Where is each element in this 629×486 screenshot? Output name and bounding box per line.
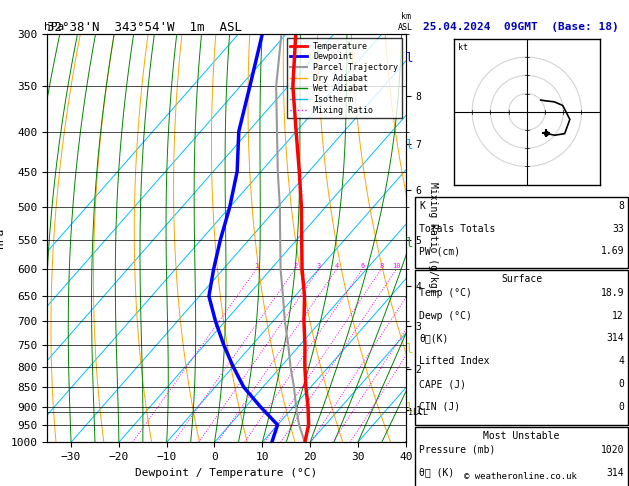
Text: 1.69: 1.69 [601, 246, 624, 257]
Text: K: K [419, 201, 425, 211]
Text: 10: 10 [392, 263, 401, 269]
Text: hPa: hPa [44, 21, 64, 32]
Text: 32°38'N  343°54'W  1m  ASL: 32°38'N 343°54'W 1m ASL [47, 21, 242, 34]
Text: 4: 4 [618, 356, 624, 366]
Text: 33: 33 [612, 224, 624, 234]
Text: 314: 314 [606, 333, 624, 344]
Text: 3: 3 [317, 263, 321, 269]
Text: l: l [405, 402, 413, 415]
Text: Totals Totals: Totals Totals [419, 224, 495, 234]
Text: 0: 0 [618, 402, 624, 412]
Text: Dewp (°C): Dewp (°C) [419, 311, 472, 321]
Text: l: l [405, 344, 413, 356]
Text: 1: 1 [254, 263, 259, 269]
Text: Temp (°C): Temp (°C) [419, 288, 472, 298]
Text: 6: 6 [360, 263, 365, 269]
Text: Lifted Index: Lifted Index [419, 356, 489, 366]
Text: 25.04.2024  09GMT  (Base: 18): 25.04.2024 09GMT (Base: 18) [423, 21, 619, 32]
Text: 8: 8 [379, 263, 384, 269]
Text: 314: 314 [606, 468, 624, 478]
Text: 0: 0 [618, 379, 624, 389]
X-axis label: Dewpoint / Temperature (°C): Dewpoint / Temperature (°C) [135, 468, 318, 478]
Text: 2: 2 [293, 263, 298, 269]
Text: Surface: Surface [501, 274, 542, 284]
Text: 12: 12 [612, 311, 624, 321]
Text: l: l [405, 139, 413, 152]
Text: l: l [405, 237, 413, 249]
Text: 8: 8 [618, 201, 624, 211]
Text: 1020: 1020 [601, 445, 624, 455]
Text: km
ASL: km ASL [398, 12, 413, 32]
Text: kt: kt [457, 43, 467, 52]
Legend: Temperature, Dewpoint, Parcel Trajectory, Dry Adiabat, Wet Adiabat, Isotherm, Mi: Temperature, Dewpoint, Parcel Trajectory… [287, 38, 401, 118]
Text: PW (cm): PW (cm) [419, 246, 460, 257]
Text: CIN (J): CIN (J) [419, 402, 460, 412]
Text: CAPE (J): CAPE (J) [419, 379, 466, 389]
Text: θᴇ (K): θᴇ (K) [419, 468, 454, 478]
Text: 4: 4 [335, 263, 339, 269]
Text: © weatheronline.co.uk: © weatheronline.co.uk [464, 472, 577, 481]
Text: Pressure (mb): Pressure (mb) [419, 445, 495, 455]
Y-axis label: Mixing Ratio (g/kg): Mixing Ratio (g/kg) [428, 182, 438, 294]
Text: θᴇ(K): θᴇ(K) [419, 333, 448, 344]
Text: 1LCL: 1LCL [408, 408, 428, 417]
Text: l: l [405, 52, 413, 65]
Text: Most Unstable: Most Unstable [483, 431, 560, 441]
Y-axis label: hPa: hPa [0, 228, 5, 248]
Text: 18.9: 18.9 [601, 288, 624, 298]
